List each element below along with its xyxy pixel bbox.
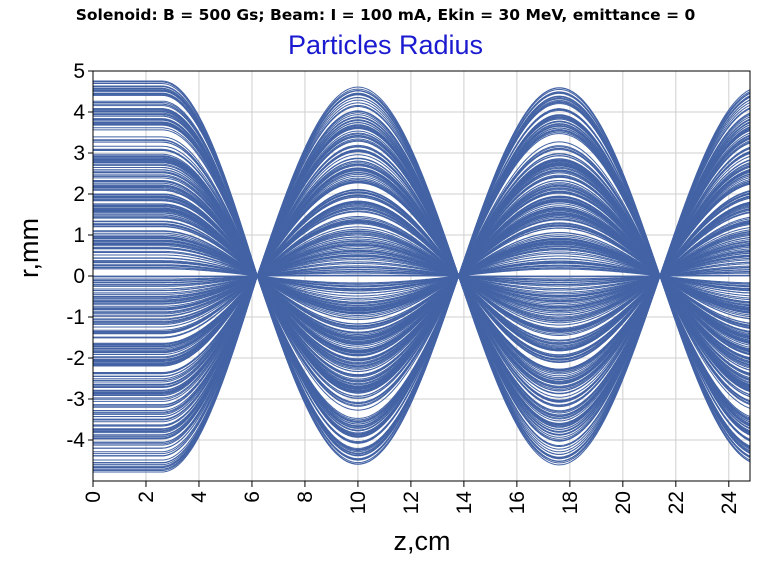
y-tick-label: -1	[66, 306, 85, 329]
x-tick-label: 14	[453, 491, 476, 515]
y-axis-label: r,mm	[14, 218, 44, 278]
x-tick-label: 2	[135, 491, 158, 503]
y-ticks: 5 4 3 2 1 0 -1 -2 -3 -4	[66, 60, 93, 452]
x-tick-label: 24	[718, 491, 741, 515]
particle-trajectories	[93, 80, 751, 473]
particle-trajectory	[93, 203, 751, 347]
y-tick-label: 5	[73, 60, 85, 83]
x-tick-label: 20	[612, 491, 635, 514]
y-tick-label: -3	[66, 388, 85, 411]
particle-trajectory	[93, 121, 751, 423]
y-tick-label: 1	[73, 224, 85, 247]
x-axis-label: z,cm	[394, 526, 451, 556]
chart-subtitle: Particles Radius	[287, 30, 484, 60]
x-ticks: 0 2 4 6 8 10 12 14 16 18 20 22 24	[82, 481, 741, 514]
particle-trajectory	[93, 96, 751, 464]
x-tick-label: 18	[559, 491, 582, 514]
x-tick-label: 10	[347, 491, 370, 514]
y-tick-label: 3	[73, 142, 85, 165]
y-tick-label: 4	[73, 101, 85, 124]
particle-trajectory	[93, 268, 750, 284]
x-tick-label: 16	[506, 491, 529, 514]
particle-trajectory	[93, 189, 751, 365]
x-tick-label: 4	[188, 491, 211, 503]
chart-title: Solenoid: B = 500 Gs; Beam: I = 100 mA, …	[75, 6, 696, 24]
y-tick-label: 0	[73, 265, 85, 288]
x-tick-label: 12	[400, 491, 423, 514]
x-tick-label: 22	[665, 491, 688, 514]
x-tick-label: 8	[294, 491, 317, 503]
x-tick-label: 0	[82, 491, 105, 503]
y-tick-label: -2	[66, 347, 85, 370]
x-tick-label: 6	[241, 491, 264, 503]
y-tick-label: -4	[66, 429, 85, 452]
particle-trajectory	[93, 236, 751, 317]
y-tick-label: 2	[73, 183, 85, 206]
